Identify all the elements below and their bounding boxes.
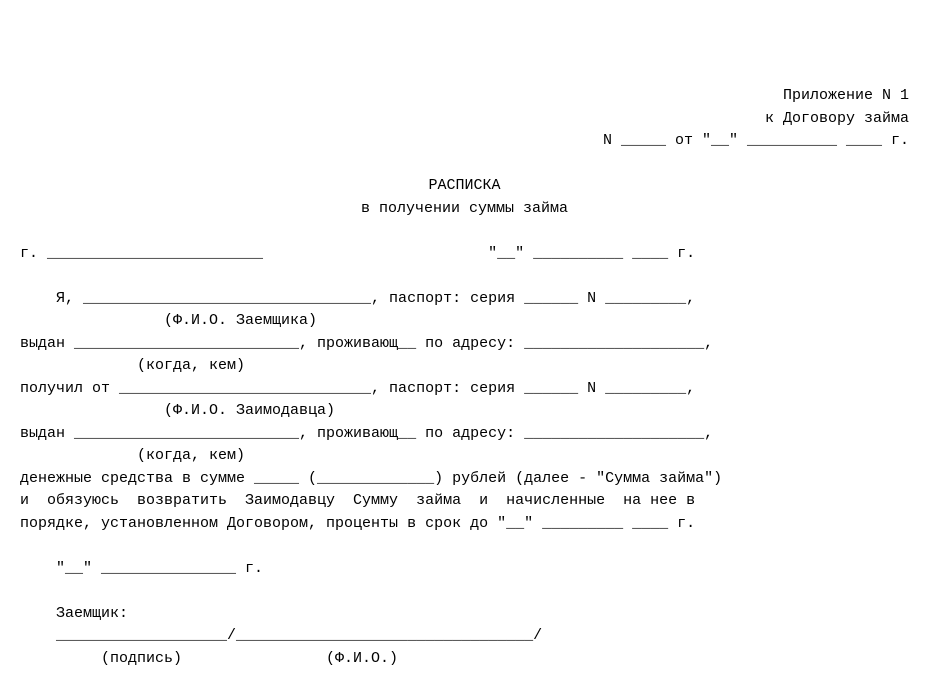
signer-label: Заемщик: (20, 605, 128, 622)
signature-line: ___________________/____________________… (20, 627, 542, 644)
title-2: в получении суммы займа (361, 200, 568, 217)
borrower-hint: (Ф.И.О. Заемщика) (20, 312, 317, 329)
appendix-line1: Приложение N 1 (783, 87, 909, 104)
document-page: Приложение N 1 к Договору займаN _____ о… (0, 0, 929, 677)
appendix-line2: к Договору займа (765, 110, 909, 127)
issued-hint-1: (когда, кем) (20, 357, 245, 374)
lender-line: получил от ____________________________,… (20, 380, 695, 397)
title-block: РАСПИСКА в получении суммы займа (20, 175, 909, 220)
issued-line-1: выдан _________________________, прожива… (20, 335, 713, 352)
oblig-line-1: и обязуюсь возвратить Заимодавцу Сумму з… (20, 492, 695, 509)
issued-line-2: выдан _________________________, прожива… (20, 425, 713, 442)
contract-ref-line: N _____ от "__" __________ ____ г. (20, 130, 909, 153)
signature-hint: (подпись) (Ф.И.О.) (20, 650, 398, 667)
amount-line: денежные средства в сумме _____ (_______… (20, 470, 722, 487)
city-date-line: г. ________________________ "__" _______… (20, 245, 695, 262)
oblig-line-2: порядке, установленном Договором, процен… (20, 515, 695, 532)
title-1: РАСПИСКА (428, 177, 500, 194)
borrower-line: Я, ________________________________, пас… (20, 290, 695, 307)
header-right: Приложение N 1 к Договору займа (20, 85, 909, 130)
lender-hint: (Ф.И.О. Заимодавца) (20, 402, 335, 419)
date-line-2: "__" _______________ г. (20, 560, 263, 577)
issued-hint-2: (когда, кем) (20, 447, 245, 464)
